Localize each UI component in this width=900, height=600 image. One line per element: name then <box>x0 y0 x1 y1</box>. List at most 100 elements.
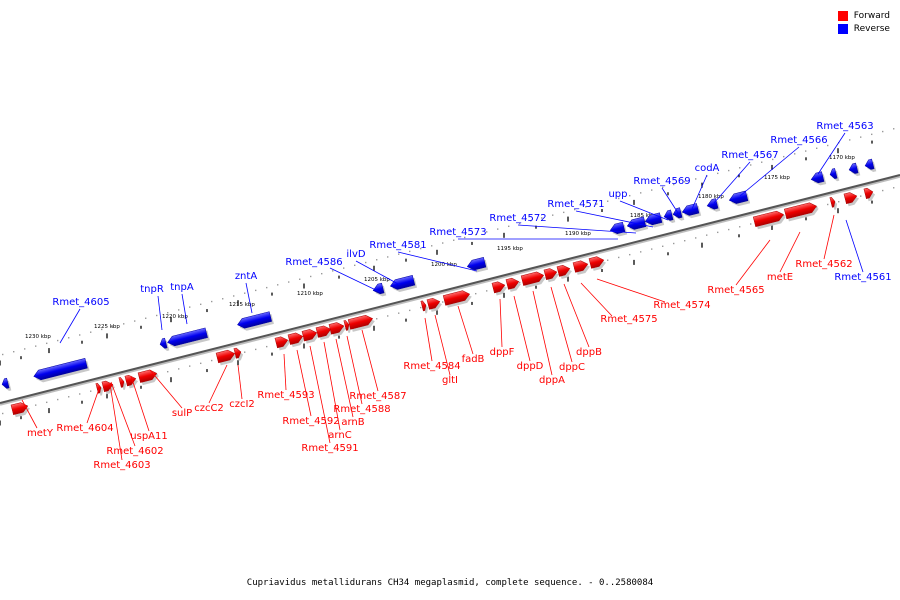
reverse-leader-ilvd <box>355 260 401 286</box>
reverse-gene-3 <box>167 327 210 349</box>
reverse-label-rmet-4586: Rmet_4586 <box>285 257 342 268</box>
reverse-label-znta: zntA <box>235 271 258 282</box>
track-dot <box>750 164 752 166</box>
track-dot <box>827 203 829 206</box>
track-dot <box>178 368 180 370</box>
reverse-gene-17 <box>829 168 840 182</box>
track-dot <box>893 128 895 130</box>
forward-leader-dppf <box>499 298 503 348</box>
track-dot <box>244 292 246 294</box>
forward-leader-rmet-4604 <box>86 385 101 424</box>
track-dot <box>838 201 840 203</box>
track-dot <box>519 281 521 284</box>
forward-label-arnc: arnC <box>328 430 351 441</box>
track-dot <box>805 150 807 152</box>
forward-gene-22 <box>556 265 573 279</box>
reverse-leader-znta <box>245 282 253 314</box>
reverse-gene-1 <box>33 358 90 383</box>
reverse-gene-9 <box>626 216 649 233</box>
reverse-label-rmet-4572: Rmet_4572 <box>489 213 546 224</box>
forward-leader-fadb <box>457 305 474 355</box>
track-dot <box>244 351 246 353</box>
forward-gene-28 <box>843 192 860 207</box>
forward-gene-23 <box>572 260 590 275</box>
forward-label-czci2: czcI2 <box>229 399 255 410</box>
track-dot <box>299 278 301 280</box>
forward-gene-13 <box>343 320 352 333</box>
track-dot <box>761 161 763 163</box>
forward-gene-0 <box>10 402 30 418</box>
legend-forward-label: Forward <box>853 10 890 21</box>
forward-gene-3 <box>118 377 127 390</box>
track-dot <box>189 306 191 308</box>
scale-label-4: 1210 kbp <box>297 291 323 297</box>
reverse-gene-6 <box>389 275 418 293</box>
track-dot <box>486 231 488 233</box>
track-dot <box>585 206 587 208</box>
track-dot <box>849 139 851 141</box>
reverse-gene-8 <box>609 221 628 237</box>
gene-labels: Rmet_4605 tnpR tnpA zntA Rmet_4586 ilvD Rmet_4… <box>27 121 892 471</box>
track-dot <box>57 398 59 401</box>
track-dot <box>860 136 862 138</box>
forward-leader-rmet-4593 <box>283 353 287 391</box>
track-dot <box>827 144 829 147</box>
track-dot <box>816 147 818 149</box>
reverse-leader-upp <box>619 200 669 221</box>
reverse-label-tnpa: tnpA <box>170 282 194 293</box>
track-dot <box>783 155 785 158</box>
forward-gene-17 <box>442 290 472 308</box>
reverse-leader-coda <box>691 174 708 210</box>
track-dot <box>662 186 664 188</box>
forward-gene-26 <box>783 202 819 222</box>
track-dot <box>90 331 92 333</box>
reverse-label-rmet-4569: Rmet_4569 <box>633 176 690 187</box>
reverse-gene-16 <box>810 171 827 186</box>
reverse-label-upp: upp <box>608 189 627 200</box>
reverse-label-rmet-4571: Rmet_4571 <box>547 199 604 210</box>
track-dot <box>24 348 26 350</box>
track-dot <box>167 370 169 373</box>
reverse-label-rmet-4561: Rmet_4561 <box>834 272 891 283</box>
forward-leader-rmet-4592 <box>296 349 312 417</box>
track-dot <box>233 295 235 297</box>
track-dot <box>453 239 455 241</box>
forward-gene-24 <box>588 256 606 271</box>
track-dot <box>156 314 158 317</box>
track-dot <box>189 365 191 367</box>
track-dot <box>431 245 433 247</box>
track-dot <box>68 396 70 398</box>
track-dot <box>739 167 741 169</box>
track-dot <box>728 169 730 172</box>
track-dot <box>2 412 4 415</box>
forward-leader-sulp <box>149 369 183 409</box>
track-dot <box>123 323 125 325</box>
track-dot <box>706 234 708 236</box>
track-dot <box>376 259 378 261</box>
reverse-gene-7 <box>466 257 489 273</box>
track-dot <box>640 192 642 194</box>
leader-lines <box>21 132 864 461</box>
forward-label-dppc: dppC <box>559 362 585 373</box>
track-dot <box>882 130 884 133</box>
forward-leader-uspa11 <box>130 375 150 432</box>
forward-label-uspa11: uspA11 <box>130 431 167 442</box>
forward-label-rmet-4591: Rmet_4591 <box>301 443 358 454</box>
forward-label-dppb: dppB <box>576 347 602 358</box>
reverse-label-rmet-4605: Rmet_4605 <box>52 297 109 308</box>
track-dot <box>596 203 598 205</box>
track-dot <box>497 228 499 230</box>
reverse-label-rmet-4563: Rmet_4563 <box>816 121 873 132</box>
track-dot <box>211 359 213 362</box>
forward-leader-glti <box>434 314 451 376</box>
reverse-leader-tnpr <box>157 295 163 331</box>
forward-leader-arnc <box>323 341 341 431</box>
track-dot <box>156 373 158 376</box>
reverse-gene-15 <box>728 190 751 207</box>
track-dot <box>288 281 290 283</box>
reverse-leader-rmet-4561 <box>845 219 864 273</box>
dotted-track-lines <box>2 128 895 415</box>
track-dot <box>211 300 213 303</box>
forward-label-czcc2: czcC2 <box>194 403 224 414</box>
